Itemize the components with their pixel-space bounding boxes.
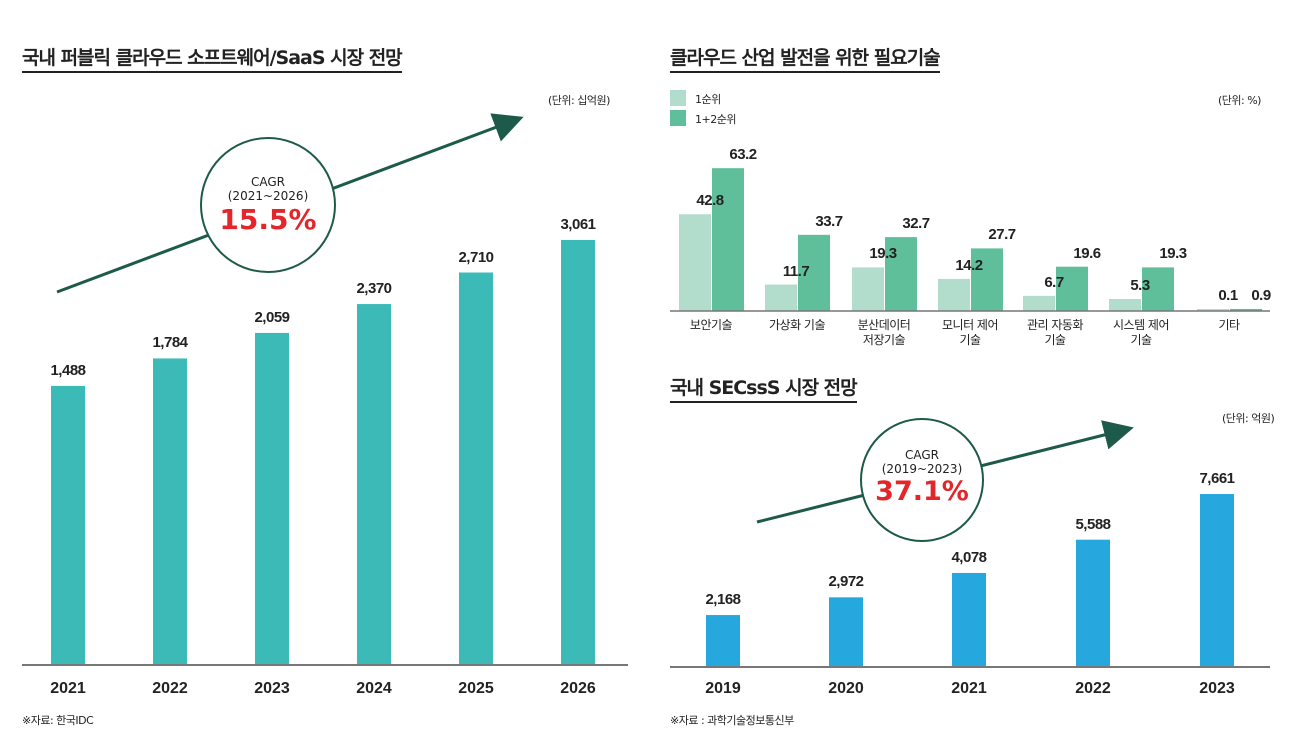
bar	[459, 272, 493, 665]
data-label: 0.1	[1218, 287, 1238, 304]
chart3-title: 국내 SECssS 시장 전망	[670, 376, 858, 403]
x-tick-label: 2022	[1075, 680, 1111, 697]
bar-1st	[938, 278, 970, 311]
cagr-label: CAGR	[904, 448, 939, 462]
cagr-badge-3: CAGR (2019~2023) 37.1%	[860, 418, 984, 542]
bar-1st	[1023, 295, 1055, 311]
data-label: 42.8	[696, 192, 724, 210]
bar-1st2nd	[1056, 266, 1088, 311]
bar-1st	[852, 267, 884, 311]
data-label: 3,061	[560, 215, 596, 233]
cagr-badge-1: CAGR (2021~2026) 15.5%	[200, 137, 336, 273]
data-label: 5,588	[1075, 515, 1111, 533]
data-label: 4,078	[951, 548, 987, 566]
x-tick-label: 보안기술	[689, 318, 733, 332]
bar	[153, 358, 187, 665]
x-tick-label: 2023	[1199, 680, 1235, 697]
data-label: 11.7	[782, 262, 810, 280]
data-label: 2,059	[254, 308, 290, 326]
chart1-unit: (단위: 십억원)	[548, 94, 610, 107]
cagr-label: CAGR	[250, 175, 285, 189]
data-label: 27.7	[988, 226, 1016, 244]
x-tick-label: 2024	[356, 680, 392, 697]
cagr-value: 15.5%	[219, 203, 317, 236]
chart2-unit: (단위: %)	[1218, 94, 1261, 107]
x-tick-label: 가상화 기술	[768, 318, 826, 332]
chart3-source: ※자료 : 과학기술정보통신부	[670, 714, 794, 727]
bar	[51, 385, 85, 665]
data-label: 6.7	[1044, 273, 1064, 291]
data-label: 2,972	[828, 573, 864, 591]
bar-1st2nd	[798, 234, 830, 311]
bar-1st	[1197, 309, 1229, 311]
bar-1st2nd	[885, 237, 917, 311]
data-label: 32.7	[902, 215, 930, 233]
chart2-title: 클라우드 산업 발전을 위한 필요기술	[670, 46, 941, 73]
bar-1st	[1109, 299, 1141, 311]
bar	[357, 304, 391, 665]
data-label: 7,661	[1199, 470, 1235, 488]
x-tick-label: 2022	[152, 680, 188, 697]
legend-swatch-1st2nd	[670, 110, 686, 126]
chart1-source: ※자료: 한국IDC	[22, 714, 94, 727]
chart1-title: 국내 퍼블릭 클라우드 소프트웨어/SaaS 시장 전망	[22, 46, 403, 73]
x-tick-label: 분산데이터 저장기술	[857, 318, 911, 347]
data-label: 19.6	[1073, 244, 1101, 262]
x-tick-label: 2023	[254, 680, 290, 697]
bar	[1200, 494, 1234, 667]
bar-1st2nd	[971, 248, 1003, 311]
bar	[1076, 539, 1110, 667]
x-tick-label: 기타	[1218, 318, 1240, 332]
chart3-unit: (단위: 억원)	[1222, 412, 1275, 425]
data-label: 0.9	[1251, 286, 1271, 304]
data-label: 2,710	[458, 248, 494, 266]
bar	[255, 332, 289, 665]
bar-1st2nd	[712, 168, 744, 311]
data-label: 1,784	[152, 334, 188, 352]
x-tick-label: 모니터 제어 기술	[941, 318, 999, 347]
legend-swatch-1st	[670, 90, 686, 106]
data-label: 5.3	[1130, 277, 1150, 295]
x-tick-label: 2019	[705, 680, 741, 697]
data-label: 63.2	[729, 146, 757, 164]
data-label: 33.7	[815, 212, 843, 230]
bar-1st	[765, 284, 797, 311]
bar	[952, 572, 986, 667]
bar-1st2nd	[1230, 308, 1262, 311]
x-tick-label: 2025	[458, 680, 494, 697]
cagr-period: (2021~2026)	[227, 189, 309, 203]
data-label: 2,370	[356, 280, 392, 298]
cagr-value: 37.1%	[875, 476, 969, 507]
x-tick-label: 시스템 제어 기술	[1112, 318, 1170, 347]
bar-1st	[679, 214, 711, 311]
x-tick-label: 2021	[951, 680, 987, 697]
bar	[561, 239, 595, 665]
bar-1st2nd	[1142, 267, 1174, 311]
x-tick-label: 2026	[560, 680, 596, 697]
bar	[706, 615, 740, 667]
bar	[829, 597, 863, 667]
x-tick-label: 2020	[828, 680, 864, 697]
data-label: 1,488	[50, 361, 86, 379]
x-tick-label: 2021	[50, 680, 86, 697]
data-label: 19.3	[1159, 245, 1187, 263]
cagr-period: (2019~2023)	[881, 462, 963, 476]
data-label: 14.2	[955, 256, 983, 274]
legend-label-1st2nd: 1+2순위	[695, 113, 736, 126]
data-label: 19.3	[869, 245, 897, 263]
x-tick-label: 관리 자동화 기술	[1026, 318, 1084, 347]
data-label: 2,168	[705, 591, 741, 609]
legend-label-1st: 1순위	[695, 93, 721, 106]
